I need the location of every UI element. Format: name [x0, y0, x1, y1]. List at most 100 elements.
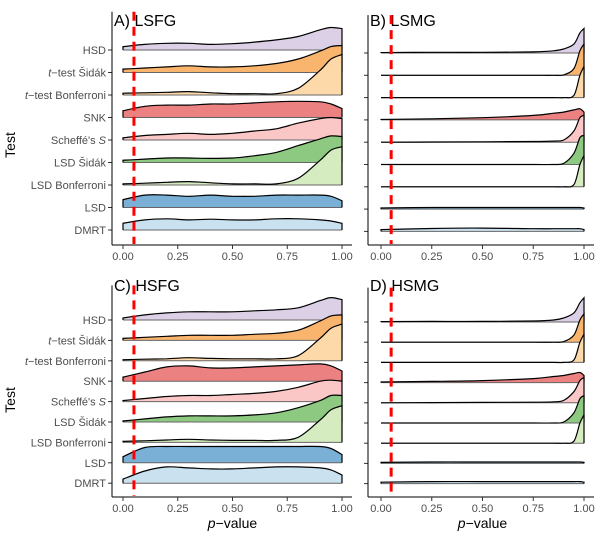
- y-tick-label-text: LSD Bonferroni: [31, 180, 106, 192]
- x-tick-label: 0.75: [277, 503, 298, 515]
- ridge-outline: [380, 296, 585, 323]
- y-tick-label-text: −test Bonferroni: [28, 90, 106, 102]
- ridge-outline: [122, 44, 343, 73]
- ridge-outline: [122, 445, 343, 463]
- y-tick-label-text: HSD: [83, 45, 106, 57]
- y-tick-label-italic: t: [25, 90, 29, 102]
- y-tick-label: DMRT: [74, 478, 106, 490]
- x-tick-label: 0.50: [472, 251, 493, 263]
- ridge-outline: [380, 480, 585, 484]
- ridge-fill: [381, 28, 584, 53]
- x-tick-label: 0.50: [472, 503, 493, 515]
- y-tick-label: t−test Bonferroni: [25, 356, 106, 368]
- x-tick-label: 0.25: [421, 503, 442, 515]
- ridge-fill: [123, 27, 342, 50]
- ridge-fill: [381, 372, 584, 383]
- ridge-outline: [122, 394, 343, 422]
- y-tick-label: Scheffé's S: [51, 135, 107, 147]
- ridge-outline: [380, 371, 585, 383]
- ridge-outline: [381, 414, 585, 444]
- ridge-outline: [122, 314, 343, 341]
- y-tick-label: HSD: [83, 45, 106, 57]
- ridge-fill: [123, 446, 342, 463]
- ridge-outline: [380, 114, 585, 143]
- x-tick-label: 0.75: [523, 503, 544, 515]
- x-tick-label: 1.00: [573, 503, 594, 515]
- ridge-outline: [380, 227, 585, 232]
- ridge-fill: [123, 395, 342, 422]
- ridge-outline: [380, 155, 585, 188]
- y-tick-label-text: LSD Šidák: [54, 416, 106, 429]
- ridge-fill: [381, 334, 584, 363]
- y-tick-label-text: Scheffé's: [51, 397, 99, 409]
- ridge-outline: [122, 404, 343, 443]
- y-tick-label-italic: t: [48, 68, 52, 80]
- ridge-fill: [123, 297, 342, 320]
- y-tick-label-text: LSD: [85, 203, 106, 215]
- x-axis-label-text: −value: [466, 515, 508, 531]
- x-axis-label: p−value: [457, 515, 508, 531]
- y-tick-label-italic: S: [99, 397, 107, 409]
- y-tick-label-italic: t: [48, 335, 52, 347]
- x-tick-label: 0.50: [222, 503, 243, 515]
- x-axis-label-italic: p: [457, 515, 466, 531]
- ridge-fill: [123, 466, 342, 484]
- y-tick-label: LSD Bonferroni: [31, 180, 106, 192]
- ridge-outline: [122, 116, 343, 140]
- x-tick-label: 0.50: [222, 251, 243, 263]
- y-tick-label: LSD: [85, 458, 106, 470]
- ridge-fill: [381, 66, 584, 98]
- y-tick-label-text: Scheffé's: [51, 135, 99, 147]
- y-tick-label: LSD Bonferroni: [31, 437, 106, 449]
- y-tick-label-text: HSD: [83, 315, 106, 327]
- panel-d: D) HSMG 0.00 0.25 0.50 0.75 1.00 p−value: [364, 278, 595, 531]
- x-axis-label: p−value: [207, 515, 258, 531]
- ridge-outline: [380, 376, 585, 404]
- y-tick-label-text: LSD Bonferroni: [31, 437, 106, 449]
- x-tick-label: 1.00: [331, 503, 352, 515]
- ridge-fill: [123, 405, 342, 443]
- ridge-outline: [122, 466, 343, 484]
- ridge-fill: [123, 324, 342, 361]
- ridge-outline: [380, 27, 585, 54]
- ridge-fill: [381, 135, 584, 165]
- panel-title: B) LSMG: [370, 13, 436, 30]
- y-tick-label-text: −test Šidák: [51, 334, 106, 347]
- ridge-outline: [122, 100, 343, 118]
- y-tick-label-text: DMRT: [74, 478, 106, 490]
- y-tick-label-italic: S: [99, 135, 107, 147]
- x-tick-label: 0.00: [112, 503, 133, 515]
- ridge-outline: [122, 135, 343, 163]
- y-tick-label-text: LSD Šidák: [54, 157, 106, 170]
- x-tick-label: 1.00: [573, 251, 594, 263]
- x-tick-label: 0.75: [523, 251, 544, 263]
- ridge-outline: [122, 363, 343, 382]
- panel-title: A) LSFG: [114, 13, 176, 30]
- y-tick-label-text: −test Bonferroni: [28, 356, 106, 368]
- y-tick-label-text: LSD: [85, 458, 106, 470]
- ridge-fill: [381, 297, 584, 322]
- x-tick-label: 0.00: [370, 503, 391, 515]
- ridge-fill: [123, 194, 342, 208]
- y-axis-label-top: Test: [2, 132, 18, 158]
- ridge-fill: [381, 313, 584, 343]
- ridge-fill: [381, 44, 584, 76]
- x-tick-label: 0.25: [421, 251, 442, 263]
- y-tick-label: LSD Šidák: [54, 416, 106, 429]
- ridge-fill: [123, 218, 342, 230]
- ridge-fill: [381, 155, 584, 187]
- ridge-outline: [122, 323, 343, 361]
- ridge-fill: [381, 395, 584, 424]
- x-tick-label: 0.00: [370, 251, 391, 263]
- ridge-outline: [381, 311, 585, 343]
- ridge-fill: [123, 135, 342, 163]
- y-tick-label: t−test Bonferroni: [25, 90, 106, 102]
- x-tick-label: 0.00: [112, 251, 133, 263]
- ridge-outline: [381, 134, 585, 166]
- ridge-fill: [381, 414, 584, 444]
- y-tick-label-text: −test Šidák: [51, 67, 106, 80]
- ridge-fill: [123, 54, 342, 95]
- ridge-outline: [380, 461, 585, 464]
